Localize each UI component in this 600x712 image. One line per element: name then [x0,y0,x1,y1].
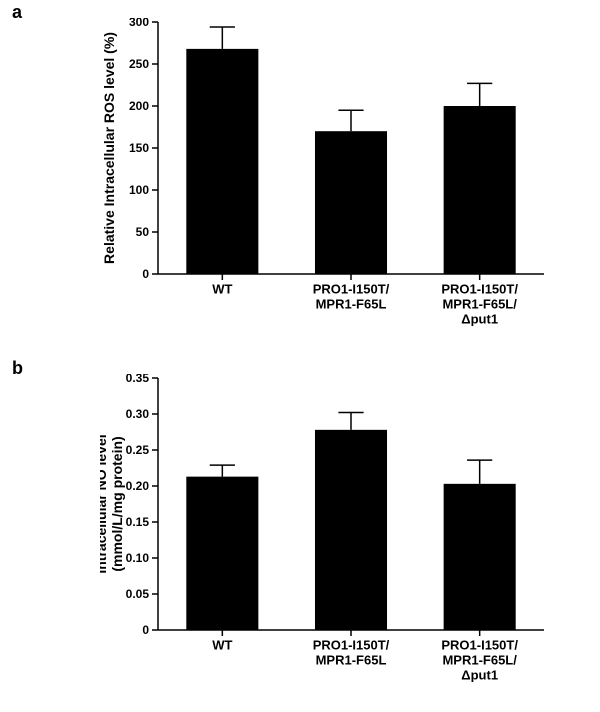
panel-a-label: a [12,2,22,23]
y-tick-label: 0.05 [126,587,150,601]
category-label: Δput1 [461,668,498,683]
bar [315,430,387,630]
y-axis-label: Intracellular NO level(mmol/L/mg protein… [100,434,125,573]
bars [186,413,515,630]
bar [444,106,516,274]
category-label: Δput1 [461,312,498,327]
category-label: MPR1-F65L/ [442,653,517,668]
y-tick-label: 0.35 [126,374,150,385]
bar [186,49,258,274]
error-bar [467,460,492,484]
category-label: MPR1-F65L/ [442,297,517,312]
category-label: PRO1-I150T/ [313,282,390,297]
error-bar [210,27,235,49]
error-bar [210,465,235,477]
category-label: WT [212,638,232,653]
x-axis-labels: WTPRO1-I150T/MPR1-F65LPRO1-I150T/MPR1-F6… [212,274,518,327]
panel-b-chart: 0 0.05 0.10 0.15 0.20 0.25 0.30 0.35 WT PRO1-I150… [100,374,554,696]
y-tick-label: 200 [129,99,149,113]
y-tick-label: 100 [129,183,149,197]
svg-text:Intracellular NO level: Intracellular NO level [100,434,109,573]
figure: a 0 50 100 150 200 250 300 WT PRO1-I150T/MPR1-F6… [0,0,600,712]
category-label: PRO1-I150T/ [441,638,518,653]
category-label: PRO1-I150T/ [313,638,390,653]
y-tick-label: 0 [142,267,149,281]
error-bar [338,110,363,131]
error-bar [338,413,363,430]
category-label: MPR1-F65L [316,297,387,312]
y-tick-label: 250 [129,57,149,71]
category-label: WT [212,282,232,297]
y-tick-label: 50 [136,225,150,239]
x-axis-labels: WTPRO1-I150T/MPR1-F65LPRO1-I150T/MPR1-F6… [212,630,518,683]
y-tick-label: 0 [142,623,149,637]
bar [186,477,258,630]
bar [444,484,516,630]
y-axis-ticks: 0 50 100 150 200 250 300 [129,18,158,281]
error-bar [467,83,492,106]
y-tick-label: 150 [129,141,149,155]
y-tick-label: 0.25 [126,443,150,457]
category-label: MPR1-F65L [316,653,387,668]
y-tick-label: 0.30 [126,407,150,421]
y-tick-label: 0.15 [126,515,150,529]
bar [315,131,387,274]
bars [186,27,515,274]
y-tick-label: 300 [129,18,149,29]
panel-b-label: b [12,358,23,379]
y-axis-label: Relative Intracellular ROS level (%) [101,32,117,264]
panel-a-chart: 0 50 100 150 200 250 300 WT PRO1-I150T/MPR1-F65L… [100,18,554,340]
y-tick-label: 0.10 [126,551,150,565]
category-label: PRO1-I150T/ [441,282,518,297]
y-tick-label: 0.20 [126,479,150,493]
y-axis-ticks: 0 0.05 0.10 0.15 0.20 0.25 0.30 0.35 [126,374,158,637]
svg-text:(mmol/L/mg protein): (mmol/L/mg protein) [109,436,125,571]
